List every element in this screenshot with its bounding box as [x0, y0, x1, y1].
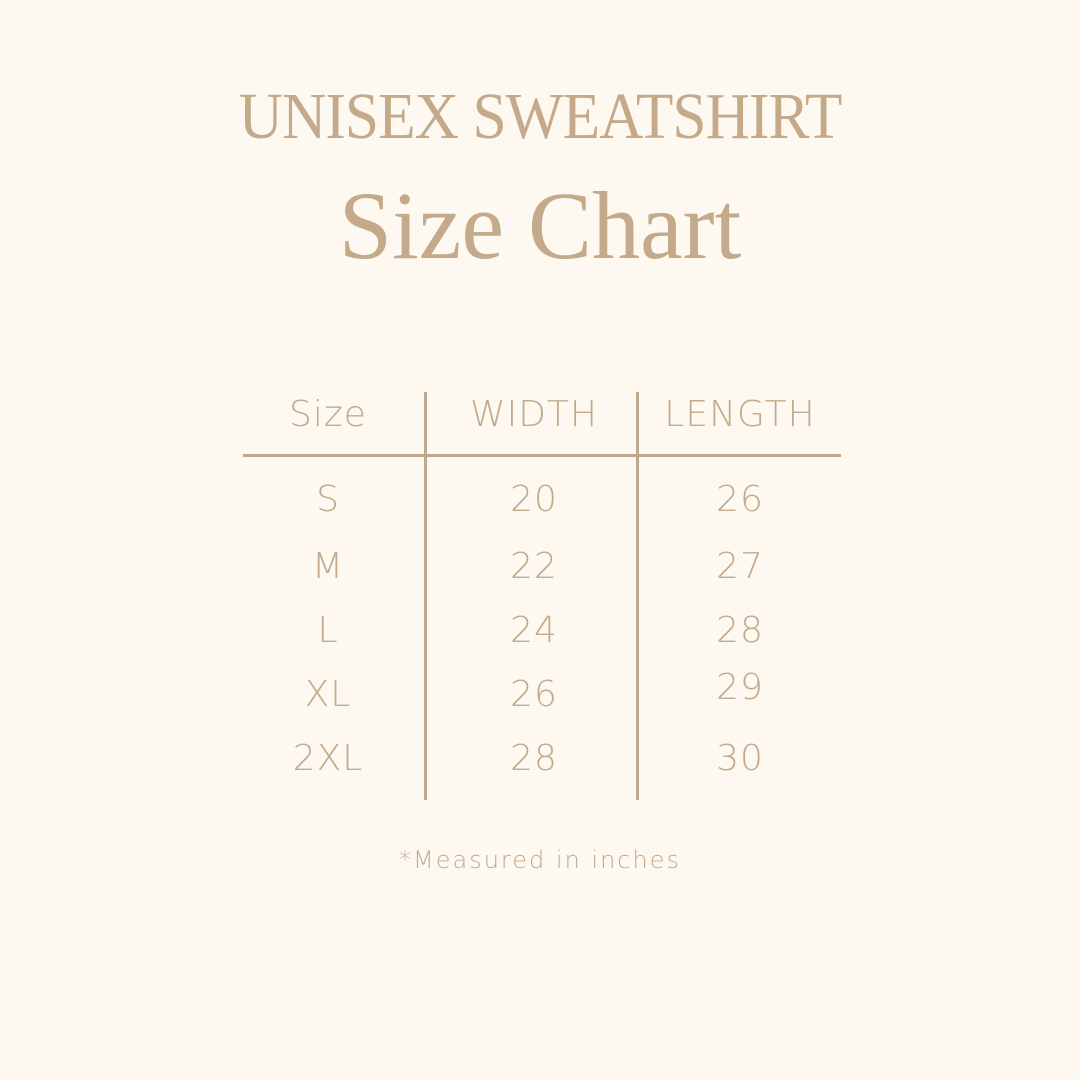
cell-length: 27: [716, 546, 764, 587]
header-divider: [243, 454, 841, 457]
cell-size: 2XL: [292, 738, 364, 779]
cell-size: S: [316, 479, 340, 520]
column-divider: [424, 392, 427, 800]
header-width: WIDTH: [470, 394, 598, 435]
cell-size: L: [317, 610, 339, 651]
cell-length: 26: [716, 479, 764, 520]
footnote: *Measured in inches: [399, 846, 681, 874]
title-size-chart: Size Chart: [338, 172, 742, 279]
column-divider: [636, 392, 639, 800]
header-length: LENGTH: [664, 394, 816, 435]
title-product: UNISEX SWEATSHIRT: [238, 80, 843, 153]
cell-size: M: [311, 546, 345, 587]
header-size: Size: [289, 394, 367, 435]
cell-width: 22: [510, 546, 558, 587]
cell-width: 26: [510, 674, 558, 715]
cell-size: XL: [304, 674, 352, 715]
cell-length: 28: [716, 610, 764, 651]
cell-width: 20: [510, 479, 558, 520]
cell-length: 30: [716, 738, 764, 779]
cell-length: 29: [716, 667, 764, 708]
cell-width: 28: [510, 738, 558, 779]
cell-width: 24: [510, 610, 558, 651]
